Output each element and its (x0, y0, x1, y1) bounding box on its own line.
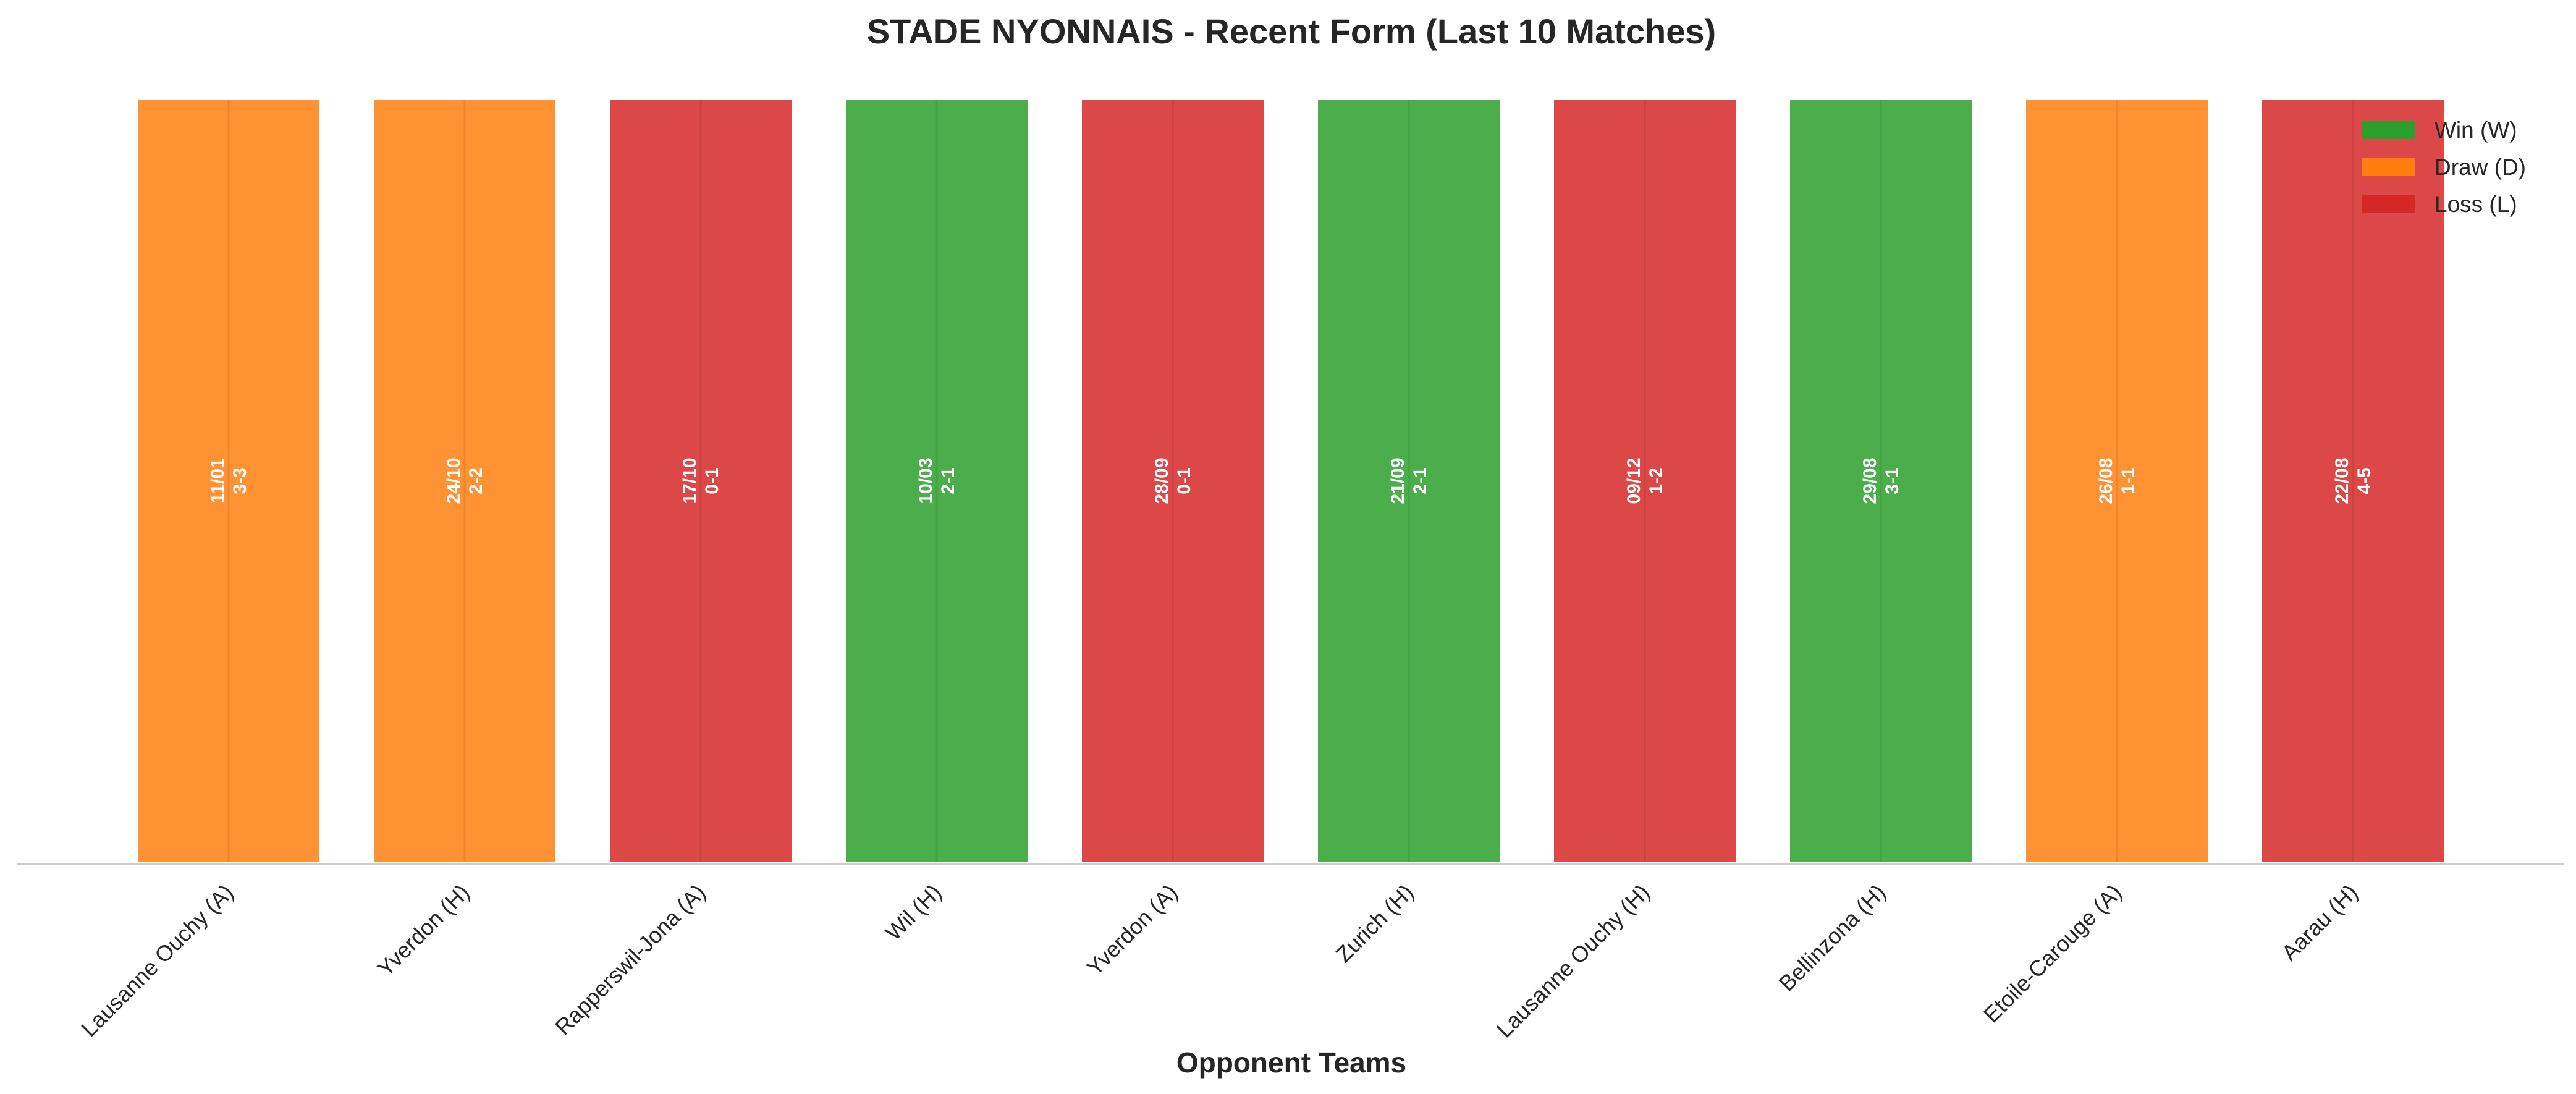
legend: Win (W) Draw (D) Loss (L) (2362, 117, 2526, 217)
match-score: 2-2 (466, 467, 486, 494)
match-score: 2-1 (938, 467, 958, 494)
bar-label-9: 26/08 1-1 (2096, 457, 2139, 504)
match-date: 09/12 (1624, 457, 1644, 504)
bars-layer (135, 98, 2446, 864)
bar-label-2: 24/10 2-2 (444, 457, 486, 504)
legend-swatch-l (2362, 195, 2415, 213)
x-tick-label-4: Wil (H) (880, 880, 947, 946)
legend-swatch-d (2362, 158, 2415, 176)
match-date: 29/08 (1860, 457, 1880, 504)
bar-label-10: 22/08 4-5 (2332, 457, 2375, 504)
match-score: 0-1 (702, 467, 722, 494)
x-tick-label-3: Rapperswil-Jona (A) (550, 880, 711, 1040)
match-date: 28/09 (1152, 457, 1172, 504)
x-tick-labels: Lausanne Ouchy (A) Yverdon (H) Rapperswil-… (76, 880, 2362, 1043)
match-date: 26/08 (2096, 457, 2116, 504)
x-tick-label-6: Zurich (H) (1331, 880, 1419, 967)
bar-1 (135, 98, 322, 864)
bar-4 (843, 98, 1030, 864)
x-tick-label-2: Yverdon (H) (373, 880, 475, 982)
bar-7 (1552, 98, 1738, 864)
bar-6 (1315, 98, 1502, 864)
x-tick-label-9: Etoile-Carouge (A) (1978, 880, 2127, 1028)
match-score: 1-1 (2118, 467, 2139, 494)
x-tick-label-10: Aarau (H) (2276, 880, 2362, 965)
x-tick-label-5: Yverdon (A) (1081, 880, 1182, 980)
bar-label-8: 29/08 3-1 (1860, 457, 1902, 504)
bar-label-1: 11/01 3-3 (208, 458, 250, 503)
match-date: 17/10 (680, 457, 700, 504)
match-date: 21/09 (1388, 457, 1408, 504)
legend-label-w: Win (W) (2435, 117, 2517, 143)
bar-8 (1788, 98, 1974, 864)
match-date: 11/01 (208, 458, 228, 503)
bar-label-3: 17/10 0-1 (680, 457, 722, 504)
match-score: 3-1 (1882, 467, 1902, 494)
bar-9 (2024, 98, 2210, 864)
x-tick-label-8: Bellinzona (H) (1774, 880, 1891, 996)
bar-2 (371, 98, 558, 864)
match-date: 10/03 (916, 457, 936, 504)
bar-3 (607, 98, 794, 864)
x-tick-label-7: Lausanne Ouchy (H) (1492, 880, 1655, 1043)
bar-label-5: 28/09 0-1 (1152, 457, 1194, 504)
bar-label-7: 09/12 1-2 (1624, 457, 1666, 504)
bar-labels-layer: 11/01 3-3 24/10 2-2 17/10 0-1 10/03 2-1 28/09 0-1… (208, 457, 2375, 504)
legend-label-d: Draw (D) (2435, 155, 2526, 180)
match-score: 0-1 (1174, 467, 1194, 494)
legend-label-l: Loss (L) (2435, 192, 2517, 217)
x-tick-label-1: Lausanne Ouchy (A) (76, 880, 238, 1041)
x-axis-title: Opponent Teams (1176, 1046, 1406, 1079)
match-score: 2-1 (1410, 467, 1430, 494)
match-date: 24/10 (444, 457, 464, 504)
chart-title: STADE NYONNAIS - Recent Form (Last 10 Ma… (867, 12, 1716, 51)
match-score: 1-2 (1646, 467, 1666, 494)
legend-swatch-w (2362, 121, 2415, 139)
bar-label-6: 21/09 2-1 (1388, 457, 1430, 504)
match-date: 22/08 (2332, 457, 2352, 504)
bar-label-4: 10/03 2-1 (916, 457, 958, 504)
match-score: 3-3 (230, 467, 250, 494)
bar-5 (1079, 98, 1266, 864)
match-score: 4-5 (2354, 467, 2375, 494)
bar-10 (2260, 98, 2446, 864)
